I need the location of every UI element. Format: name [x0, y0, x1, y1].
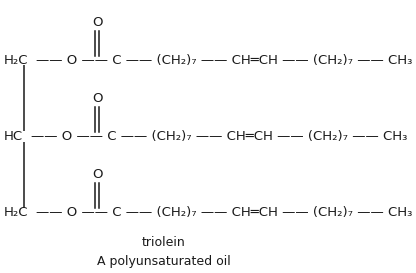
Text: O: O	[92, 16, 102, 29]
Text: triolein: triolein	[142, 236, 186, 250]
Text: A polyunsaturated oil: A polyunsaturated oil	[97, 256, 230, 268]
Text: H₂C: H₂C	[4, 54, 28, 67]
Text: O: O	[92, 168, 102, 181]
Text: —— O —— C —— (CH₂)₇ —— CH═CH —— (CH₂)₇ —— CH₃: —— O —— C —— (CH₂)₇ —— CH═CH —— (CH₂)₇ —…	[31, 130, 407, 143]
Text: —— O —— C —— (CH₂)₇ —— CH═CH —— (CH₂)₇ —— CH₃: —— O —— C —— (CH₂)₇ —— CH═CH —— (CH₂)₇ —…	[36, 54, 412, 67]
Text: HC: HC	[4, 130, 23, 143]
Text: H₂C: H₂C	[4, 206, 28, 219]
Text: —— O —— C —— (CH₂)₇ —— CH═CH —— (CH₂)₇ —— CH₃: —— O —— C —— (CH₂)₇ —— CH═CH —— (CH₂)₇ —…	[36, 206, 412, 219]
Text: O: O	[92, 92, 102, 105]
